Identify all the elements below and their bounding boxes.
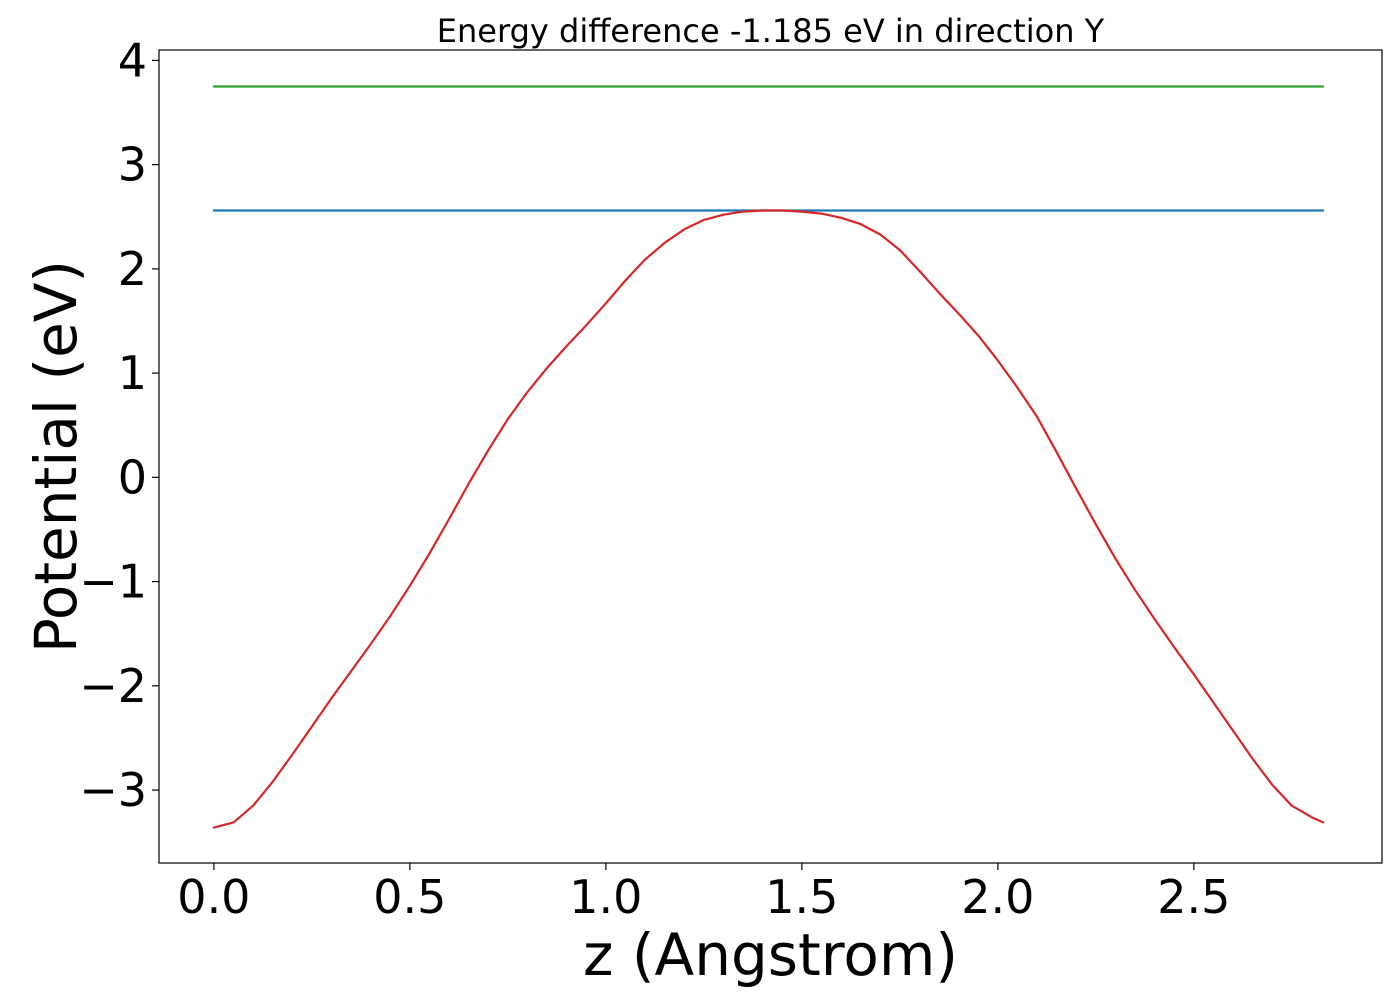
plot-area-frame bbox=[158, 49, 1383, 864]
ticks-layer: 0.0 0.5 1.0 1.5 2.0 2.5 −3 −2 −1 0 1 2 3 4 bbox=[79, 33, 1230, 924]
x-tick-label: 0.5 bbox=[373, 870, 446, 924]
x-tick-label: 1.0 bbox=[569, 870, 642, 924]
series-line-3 bbox=[212, 209, 1325, 829]
y-axis-label: Potential (eV) bbox=[22, 260, 90, 653]
chart-title: Energy difference -1.185 eV in direction… bbox=[437, 12, 1105, 50]
y-tick-label: −2 bbox=[79, 659, 147, 713]
x-tick-label: 1.5 bbox=[765, 870, 838, 924]
y-tick-label: 4 bbox=[118, 33, 147, 87]
x-tick-label: 0.0 bbox=[177, 870, 250, 924]
y-tick-label: 2 bbox=[118, 242, 147, 296]
y-tick-label: 0 bbox=[118, 450, 147, 504]
x-tick-label: 2.5 bbox=[1157, 870, 1230, 924]
y-tick-label: −3 bbox=[79, 763, 147, 817]
y-tick-label: −1 bbox=[79, 555, 147, 609]
y-tick-label: 1 bbox=[118, 346, 147, 400]
y-tick-label: 3 bbox=[118, 138, 147, 192]
series-layer bbox=[212, 85, 1325, 829]
x-tick-label: 2.0 bbox=[961, 870, 1034, 924]
x-axis-label: z (Angstrom) bbox=[583, 921, 958, 989]
